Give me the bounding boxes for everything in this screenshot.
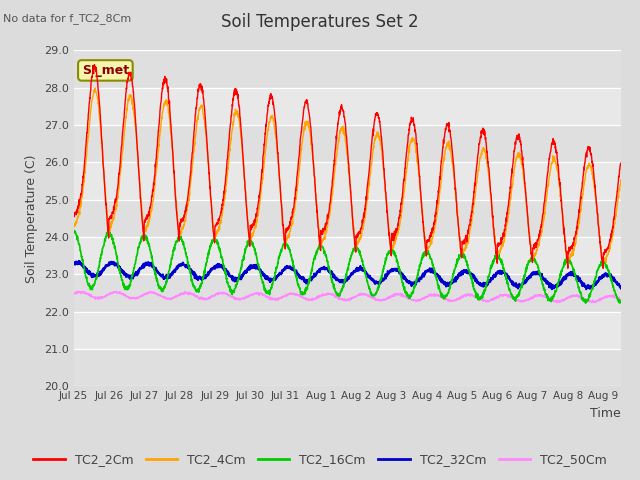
X-axis label: Time: Time <box>590 407 621 420</box>
Bar <box>74 125 621 162</box>
Text: No data for f_TC2_8Cm: No data for f_TC2_8Cm <box>3 13 131 24</box>
Bar <box>74 275 621 312</box>
Text: SI_met: SI_met <box>82 64 129 77</box>
Bar <box>74 200 621 237</box>
Y-axis label: Soil Temperature (C): Soil Temperature (C) <box>26 154 38 283</box>
Legend: TC2_2Cm, TC2_4Cm, TC2_16Cm, TC2_32Cm, TC2_50Cm: TC2_2Cm, TC2_4Cm, TC2_16Cm, TC2_32Cm, TC… <box>28 448 612 471</box>
Text: Soil Temperatures Set 2: Soil Temperatures Set 2 <box>221 13 419 32</box>
Bar <box>74 50 621 88</box>
Bar <box>74 349 621 386</box>
